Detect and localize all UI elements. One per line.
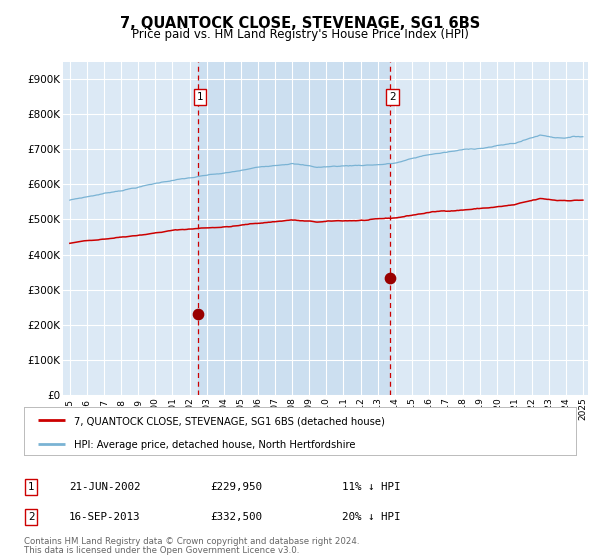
Text: £332,500: £332,500 (210, 512, 262, 522)
Text: 7, QUANTOCK CLOSE, STEVENAGE, SG1 6BS (detached house): 7, QUANTOCK CLOSE, STEVENAGE, SG1 6BS (d… (74, 417, 385, 426)
Text: 2: 2 (28, 512, 35, 522)
Text: This data is licensed under the Open Government Licence v3.0.: This data is licensed under the Open Gov… (24, 545, 299, 555)
Bar (197, 62, 390, 395)
Text: 1: 1 (197, 92, 203, 102)
Text: 20% ↓ HPI: 20% ↓ HPI (342, 512, 401, 522)
Text: 2: 2 (389, 92, 395, 102)
Text: 16-SEP-2013: 16-SEP-2013 (69, 512, 140, 522)
Text: 21-JUN-2002: 21-JUN-2002 (69, 482, 140, 492)
Text: 7, QUANTOCK CLOSE, STEVENAGE, SG1 6BS: 7, QUANTOCK CLOSE, STEVENAGE, SG1 6BS (120, 16, 480, 31)
Text: Contains HM Land Registry data © Crown copyright and database right 2024.: Contains HM Land Registry data © Crown c… (24, 538, 359, 547)
Text: HPI: Average price, detached house, North Hertfordshire: HPI: Average price, detached house, Nort… (74, 440, 355, 450)
Text: 1: 1 (28, 482, 35, 492)
Text: 11% ↓ HPI: 11% ↓ HPI (342, 482, 401, 492)
Text: Price paid vs. HM Land Registry's House Price Index (HPI): Price paid vs. HM Land Registry's House … (131, 28, 469, 41)
Point (193, 310, 202, 319)
Text: £229,950: £229,950 (210, 482, 262, 492)
Point (385, 274, 395, 283)
